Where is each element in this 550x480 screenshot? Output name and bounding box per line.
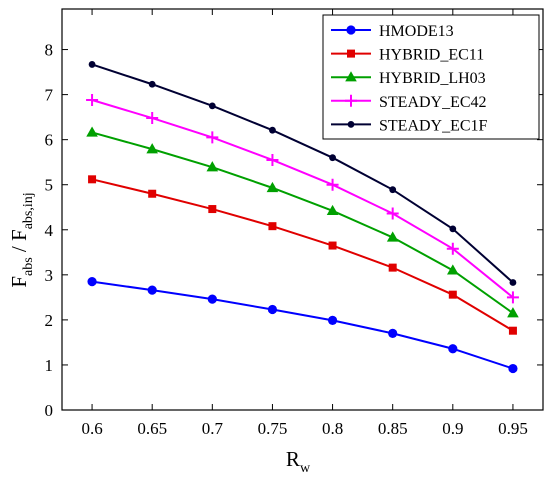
x-tick-label: 0.9 bbox=[442, 419, 463, 438]
y-tick-label: 2 bbox=[45, 311, 54, 330]
data-point bbox=[509, 279, 517, 286]
data-point bbox=[327, 315, 338, 325]
series-layer bbox=[86, 61, 519, 374]
series-steady-ec42 bbox=[86, 94, 519, 304]
data-point bbox=[207, 294, 217, 304]
legend-entry: STEADY_EC1F bbox=[331, 117, 488, 134]
series-line bbox=[91, 99, 514, 299]
data-point bbox=[208, 205, 217, 214]
x-tick-label: 0.65 bbox=[137, 419, 167, 438]
y-tick-label: 0 bbox=[45, 401, 54, 420]
data-point bbox=[448, 290, 457, 299]
y-tick-label: 6 bbox=[45, 131, 54, 150]
legend-entry: HYBRID_LH03 bbox=[331, 70, 486, 87]
data-point bbox=[86, 94, 99, 107]
series-line bbox=[91, 178, 514, 332]
data-point bbox=[389, 186, 397, 194]
data-point bbox=[146, 112, 159, 125]
data-point bbox=[386, 231, 399, 242]
legend-label: STEADY_EC42 bbox=[379, 94, 487, 111]
data-point bbox=[266, 181, 279, 193]
data-point bbox=[267, 304, 278, 315]
legend-marker bbox=[345, 71, 357, 82]
data-point bbox=[87, 276, 97, 287]
series-line bbox=[91, 63, 514, 284]
x-tick-label: 0.8 bbox=[322, 419, 343, 438]
data-point bbox=[86, 126, 98, 137]
x-tick-label: 0.75 bbox=[258, 419, 288, 438]
y-tick-label: 3 bbox=[45, 266, 54, 285]
data-point bbox=[146, 143, 158, 154]
data-point bbox=[329, 154, 336, 162]
data-point bbox=[388, 328, 398, 339]
data-point bbox=[447, 264, 459, 275]
x-tick-label: 0.85 bbox=[378, 419, 408, 438]
y-axis-label-a-sub: abs bbox=[21, 257, 36, 276]
x-tick-label: 0.95 bbox=[498, 419, 528, 438]
series-hybrid-ec11 bbox=[88, 175, 517, 335]
y-axis-label-sep: / bbox=[7, 241, 31, 257]
x-tick-label: 0.6 bbox=[81, 419, 102, 438]
data-point bbox=[268, 222, 277, 231]
legend-marker bbox=[347, 121, 355, 128]
legend-marker bbox=[345, 94, 357, 107]
legend-marker bbox=[347, 49, 355, 58]
data-point bbox=[88, 175, 97, 184]
data-point bbox=[148, 80, 156, 88]
legend-entry: STEADY_EC42 bbox=[331, 94, 487, 111]
x-axis-label-main: R bbox=[286, 447, 300, 471]
data-point bbox=[507, 307, 519, 318]
data-point bbox=[148, 189, 157, 198]
data-point bbox=[448, 344, 458, 354]
series-hybrid-lh03 bbox=[86, 126, 519, 318]
series-line bbox=[91, 131, 514, 314]
plot-frame bbox=[61, 8, 544, 411]
legend-label: STEADY_EC1F bbox=[379, 117, 488, 134]
legend-entry: HMODE13 bbox=[331, 23, 454, 40]
x-tick-label: 0.7 bbox=[202, 419, 224, 438]
y-axis-label: Fabs / Fabs,inj bbox=[7, 192, 36, 287]
y-tick-label: 8 bbox=[45, 41, 54, 60]
data-point bbox=[206, 161, 219, 172]
series-line bbox=[91, 280, 514, 370]
data-point bbox=[508, 326, 517, 335]
legend: HMODE13 HYBRID_EC11 HYBRID_LH03 STEADY_EC42… bbox=[322, 14, 540, 140]
series-hmode13 bbox=[87, 276, 518, 374]
data-point bbox=[386, 207, 399, 220]
y-axis-label-b-sub: abs,inj bbox=[21, 192, 36, 229]
y-tick-label: 4 bbox=[45, 221, 54, 240]
x-axis-label: Rw bbox=[286, 447, 311, 476]
data-point bbox=[208, 102, 216, 110]
legend-entry: HYBRID_EC11 bbox=[331, 47, 484, 64]
data-point bbox=[449, 225, 457, 233]
y-tick-label: 7 bbox=[45, 86, 54, 105]
data-point bbox=[269, 126, 276, 134]
y-tick-label: 5 bbox=[45, 176, 54, 195]
data-point bbox=[506, 291, 519, 304]
data-point bbox=[326, 204, 339, 216]
legend-label: HYBRID_EC11 bbox=[379, 47, 484, 64]
data-point bbox=[388, 263, 397, 272]
legend-label: HYBRID_LH03 bbox=[379, 70, 486, 87]
data-point bbox=[328, 241, 337, 250]
data-point bbox=[446, 242, 459, 255]
data-point bbox=[147, 285, 157, 295]
data-point bbox=[266, 153, 279, 166]
y-axis-label-b: F bbox=[7, 229, 31, 241]
x-axis-label-sub: w bbox=[300, 461, 311, 476]
legend-marker bbox=[346, 25, 356, 35]
y-axis-label-a: F bbox=[7, 276, 31, 288]
axes: 0.6 0.65 0.7 0.75 0.8 0.85 0.9 0.95 0 1 2 3 4 5 6 7 8 bbox=[45, 8, 544, 438]
series-steady-ec1f bbox=[88, 61, 517, 286]
data-point bbox=[508, 363, 518, 374]
data-point bbox=[88, 61, 96, 68]
data-point bbox=[206, 131, 219, 144]
y-tick-label: 1 bbox=[45, 356, 54, 375]
data-point bbox=[326, 178, 339, 191]
legend-label: HMODE13 bbox=[379, 23, 454, 40]
